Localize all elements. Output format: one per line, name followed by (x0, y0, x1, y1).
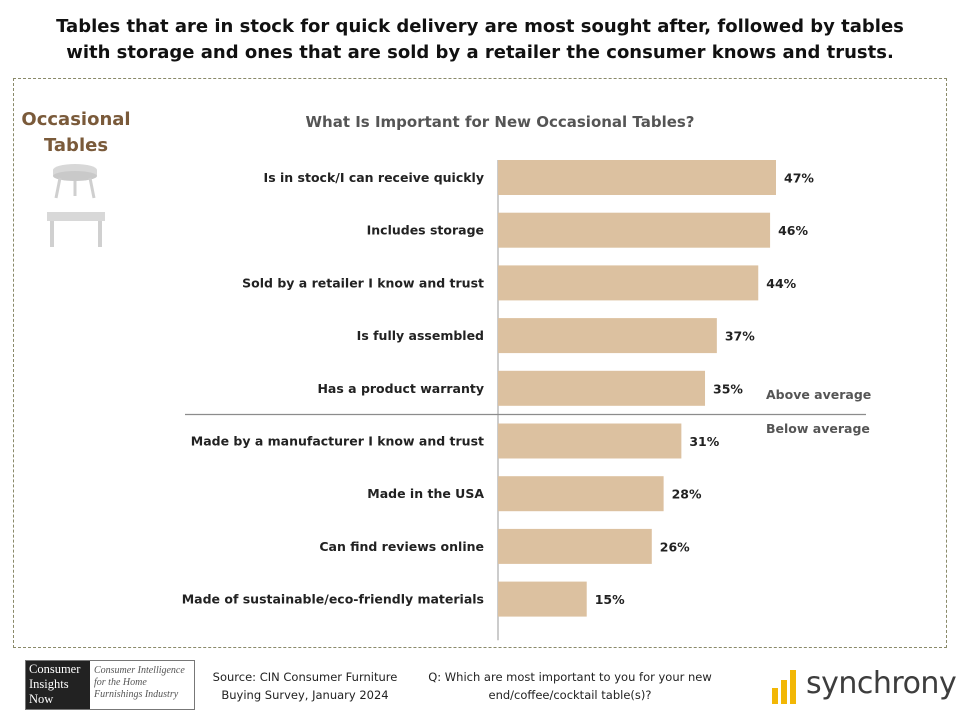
data-label: 15% (595, 592, 625, 607)
category-label: Has a product warranty (317, 381, 484, 396)
side-title: Occasional Tables (21, 109, 131, 156)
data-label: 31% (689, 434, 719, 449)
question-line: Q: Which are most important to you for y… (428, 670, 712, 684)
cin-tagline-line: Furnishings Industry (94, 689, 179, 700)
data-label: 28% (672, 487, 702, 502)
below-average-note: Below average (766, 421, 870, 436)
cin-logo-tagline: Consumer Intelligence for the Home Furni… (90, 661, 194, 709)
data-label: 44% (766, 276, 796, 291)
category-label: Is fully assembled (357, 328, 484, 343)
data-label: 46% (778, 223, 808, 238)
rectangular-coffee-table-icon (47, 212, 105, 247)
chart-title: What Is Important for New Occasional Tab… (305, 113, 695, 131)
bar (498, 581, 587, 617)
bar (498, 318, 717, 354)
category-label: Made by a manufacturer I know and trust (191, 434, 484, 449)
data-label: 47% (784, 171, 814, 186)
cin-logo-line: Consumer (29, 662, 81, 676)
synchrony-bars-icon (772, 670, 796, 704)
bar (498, 370, 706, 406)
bar (498, 528, 652, 564)
chart-panel (13, 78, 947, 648)
data-label: 26% (660, 539, 690, 554)
round-side-table-icon (53, 164, 97, 199)
bar (498, 265, 759, 301)
bar (498, 476, 664, 512)
bar (498, 212, 771, 248)
category-label: Includes storage (367, 223, 484, 238)
source-line: Buying Survey, January 2024 (221, 688, 389, 702)
cin-tagline-line: for the Home (94, 677, 147, 688)
category-label: Sold by a retailer I know and trust (242, 275, 484, 290)
data-label: 37% (725, 329, 755, 344)
headline: Tables that are in stock for quick deliv… (56, 16, 904, 63)
cin-logo-line: Now (29, 692, 54, 706)
category-label: Is in stock/I can receive quickly (264, 170, 484, 185)
question-line: end/coffee/cocktail table(s)? (488, 688, 652, 702)
above-average-note: Above average (766, 387, 872, 402)
cin-logo-line: Insights (29, 677, 69, 691)
cin-tagline-line: Consumer Intelligence (94, 665, 185, 676)
question-note: Q: Which are most important to you for y… (420, 668, 720, 704)
category-label: Made of sustainable/eco-friendly materia… (182, 592, 484, 607)
category-label: Can find reviews online (319, 539, 484, 554)
bar (498, 160, 776, 195)
synchrony-wordmark: synchrony (806, 666, 957, 701)
data-label: 35% (713, 381, 743, 396)
synchrony-logo: synchrony (772, 664, 957, 708)
source-note: Source: CIN Consumer Furniture Buying Su… (200, 668, 410, 704)
category-label: Made in the USA (367, 486, 484, 501)
source-line: Source: CIN Consumer Furniture (212, 670, 398, 684)
bar (498, 423, 682, 459)
cin-logo: Consumer Insights Now Consumer Intellige… (25, 660, 195, 710)
cin-logo-mark: Consumer Insights Now (26, 661, 90, 709)
